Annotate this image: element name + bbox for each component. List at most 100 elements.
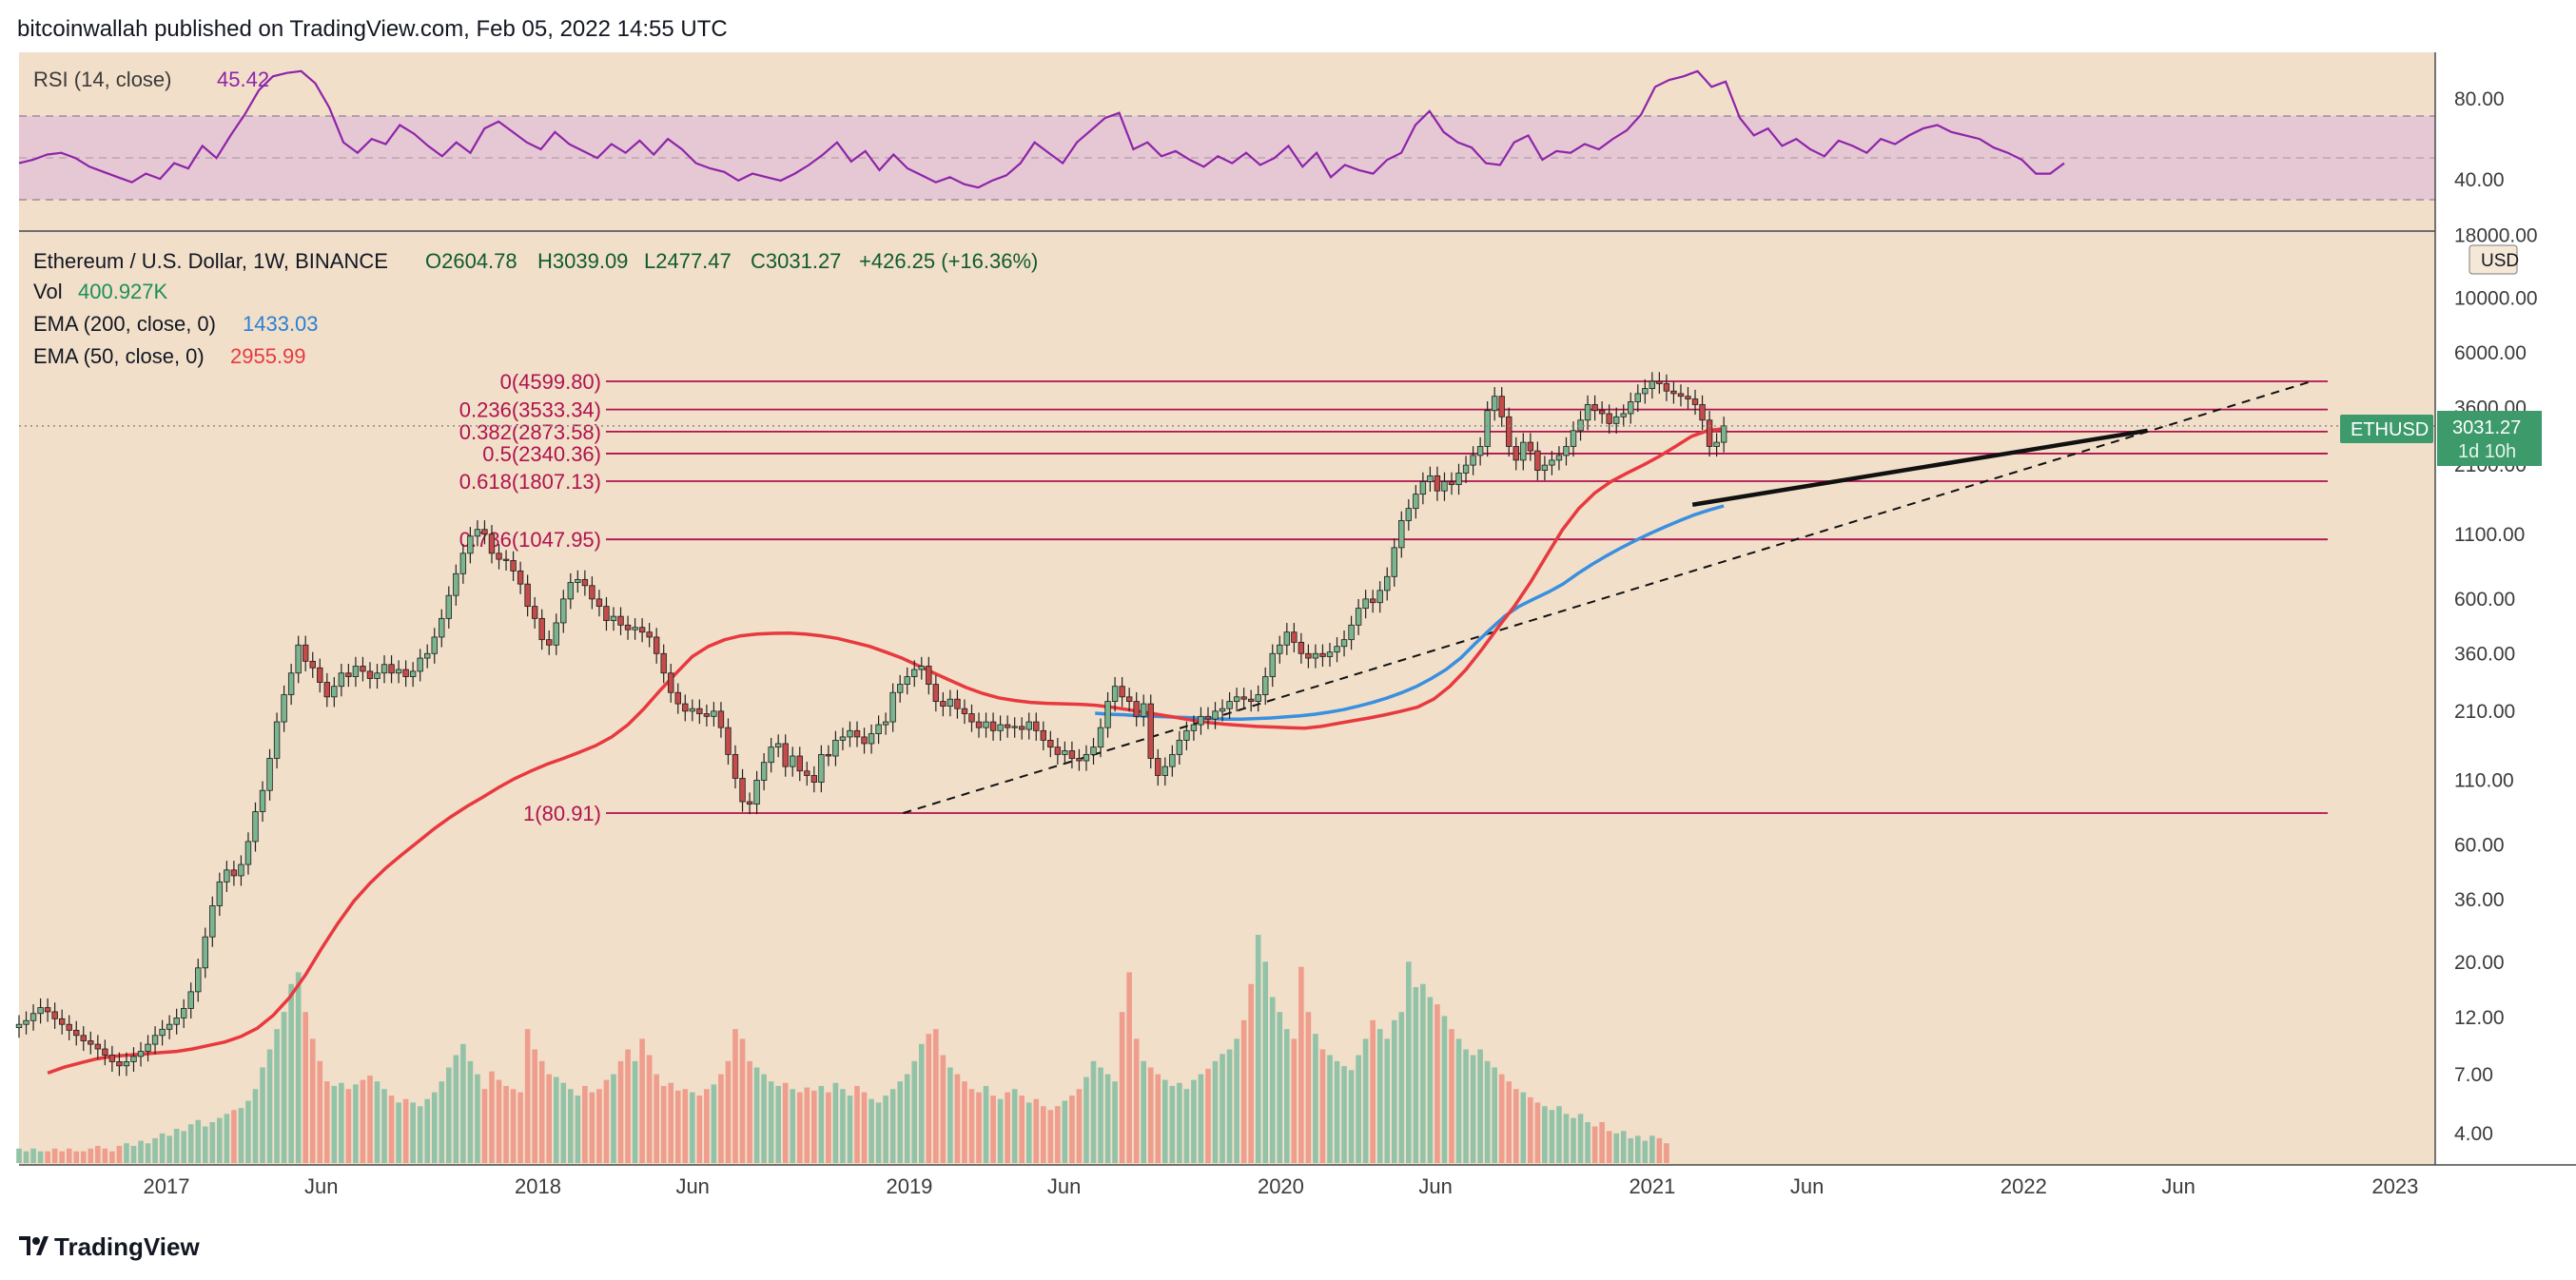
candle-body — [295, 644, 302, 674]
volume-bar — [260, 1067, 265, 1163]
candle-body — [1183, 729, 1190, 741]
volume-bar — [1226, 1049, 1233, 1163]
volume-bar — [374, 1081, 381, 1163]
volume-bar — [1327, 1055, 1333, 1163]
volume-bar — [323, 1081, 330, 1163]
price-tick-label: 210.00 — [2454, 701, 2515, 723]
candle-body — [180, 1008, 187, 1018]
volume-bar — [1606, 1131, 1612, 1163]
volume-bars — [16, 935, 1669, 1163]
candle-body — [882, 721, 889, 726]
candle-body — [1155, 758, 1161, 776]
candle-body — [682, 703, 689, 712]
volume-bar — [1492, 1067, 1497, 1163]
candle-body — [29, 1013, 37, 1021]
volume-bar — [1040, 1106, 1046, 1163]
candle-body — [317, 667, 323, 683]
volume-bar — [603, 1079, 610, 1163]
volume-bar — [889, 1089, 896, 1163]
fib-label: 0.382(2873.58) — [459, 420, 601, 444]
volume-bar — [589, 1092, 595, 1163]
candle-body — [1691, 398, 1699, 405]
candle-body — [1642, 388, 1649, 395]
candle-body — [1076, 758, 1083, 762]
candle-body — [381, 664, 388, 674]
price-tag[interactable]: ETHUSD 3031.27 1d 10h — [2340, 411, 2542, 466]
volume-bar — [1613, 1133, 1619, 1163]
volume-bar — [725, 1060, 732, 1163]
candle-body — [524, 583, 531, 608]
volume-bar — [439, 1081, 445, 1163]
volume-bar — [761, 1074, 767, 1163]
candle-body — [15, 1023, 23, 1029]
fib-label: 0.236(3533.34) — [459, 398, 601, 422]
time-tick-label: 2018 — [515, 1174, 561, 1198]
candle-body — [439, 617, 445, 638]
candle-body — [1062, 750, 1068, 755]
volume-bar — [159, 1133, 166, 1163]
price-tick-label: 360.00 — [2454, 643, 2515, 665]
volume-bar — [711, 1084, 717, 1163]
candle-body — [1269, 652, 1276, 677]
volume-bar — [804, 1087, 810, 1163]
candle-body — [932, 684, 940, 703]
candle-body — [244, 841, 252, 865]
volume-bar — [1376, 1029, 1383, 1163]
volume-bar — [682, 1089, 689, 1163]
candle-body — [259, 789, 266, 812]
time-tick-label: Jun — [675, 1174, 709, 1198]
volume-bar — [245, 1100, 251, 1163]
candle-body — [481, 529, 488, 535]
candle-body — [1441, 481, 1448, 492]
ohlc-change: +426.25 (+16.36%) — [859, 249, 1038, 273]
volume-bar — [1642, 1140, 1649, 1163]
candle-body — [1398, 519, 1405, 549]
price-tick-label: 36.00 — [2454, 889, 2505, 911]
candle-body — [1563, 446, 1570, 456]
candle-body — [1520, 441, 1527, 461]
candle-body — [589, 585, 595, 600]
candle-body — [774, 743, 782, 748]
candle-body — [968, 713, 975, 723]
volume-bar — [1591, 1126, 1598, 1163]
price-tick-label: 1100.00 — [2454, 524, 2525, 546]
volume-bar — [962, 1081, 967, 1163]
volume-bar — [1141, 1060, 1147, 1163]
volume-bar — [317, 1060, 323, 1163]
volume-bar — [109, 1151, 115, 1163]
candle-body — [360, 666, 366, 672]
volume-bar — [1298, 966, 1304, 1163]
volume-bar — [1062, 1100, 1068, 1163]
volume-bar — [1571, 1117, 1576, 1163]
candle-body — [1298, 642, 1305, 654]
candle-body — [1047, 739, 1054, 748]
candle-body — [1384, 575, 1391, 592]
volume-bar — [847, 1096, 853, 1163]
volume-bar — [1269, 997, 1276, 1163]
volume-bar — [367, 1076, 373, 1163]
volume-bar — [1649, 1135, 1655, 1163]
candle-body — [1706, 419, 1713, 447]
candle-body — [66, 1023, 72, 1031]
volume-bar — [339, 1082, 344, 1163]
volume-bar — [1427, 997, 1434, 1163]
candle-body — [1054, 747, 1062, 755]
candle-body — [660, 652, 667, 674]
candle-body — [302, 644, 309, 662]
candle-body — [409, 670, 417, 677]
volume-bar — [625, 1049, 631, 1163]
volume-bar — [1470, 1055, 1476, 1163]
candle-body — [1004, 724, 1011, 728]
volume-bar — [668, 1082, 674, 1163]
volume-bar — [489, 1071, 495, 1163]
footer: TradingView — [19, 1232, 200, 1261]
volume-bar — [173, 1128, 180, 1163]
candle-body — [1570, 430, 1577, 447]
volume-bar — [1033, 1098, 1040, 1163]
candle-body — [173, 1017, 180, 1025]
volume-bar — [704, 1089, 710, 1163]
volume-bar — [997, 1098, 1004, 1163]
candle-body — [1348, 624, 1355, 641]
time-tick-label: Jun — [304, 1174, 338, 1198]
volume-bar — [1126, 972, 1132, 1163]
